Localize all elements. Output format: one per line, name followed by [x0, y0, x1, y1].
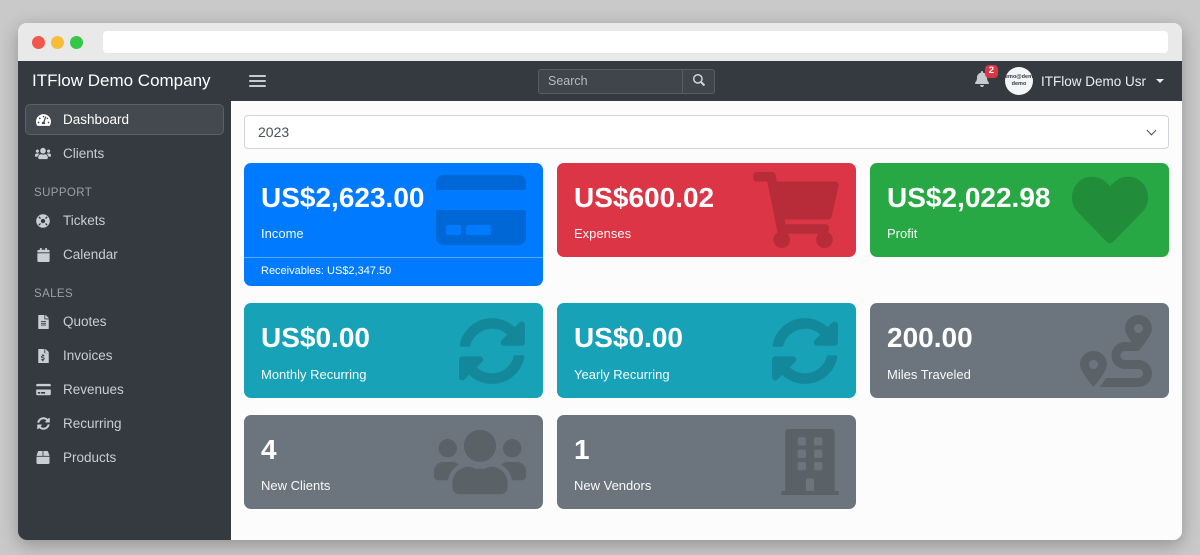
card-label: Yearly Recurring: [574, 366, 670, 382]
expenses-card[interactable]: US$600.02 Expenses: [557, 163, 856, 258]
card-label: Monthly Recurring: [261, 366, 367, 382]
search-icon: [692, 73, 705, 89]
dashboard-content: 2023 US$2,623.00 Income: [231, 101, 1182, 540]
chevron-down-icon: [1146, 125, 1157, 135]
card-value: US$600.02: [574, 182, 715, 213]
sidebar-item-tickets[interactable]: Tickets: [25, 205, 224, 236]
sidebar-item-label: Invoices: [63, 348, 113, 363]
users-icon: [434, 425, 526, 499]
main-column: 2 demo@demo demo ITFlow Demo Usr: [231, 61, 1182, 540]
browser-window: ITFlow Demo Company Dashboard Clients: [18, 23, 1182, 540]
new-vendors-card[interactable]: 1 New Vendors: [557, 414, 856, 510]
monthly-recurring-card[interactable]: US$0.00 Monthly Recurring: [244, 303, 543, 398]
card-value: 200.00: [887, 322, 973, 354]
card-value: US$2,022.98: [887, 182, 1051, 213]
avatar: demo@demo demo: [1002, 67, 1036, 95]
card-label: Income: [261, 226, 304, 242]
card-label: New Clients: [261, 478, 331, 494]
search-input[interactable]: [538, 68, 682, 94]
card-value: US$0.00: [261, 322, 370, 354]
card-label: Miles Traveled: [887, 366, 971, 382]
user-menu[interactable]: demo@demo demo ITFlow Demo Usr: [1002, 67, 1164, 95]
heart-icon: [1068, 172, 1152, 248]
browser-titlebar: [18, 23, 1182, 61]
new-clients-card[interactable]: 4 New Clients: [244, 414, 543, 510]
income-card[interactable]: US$2,623.00 Income Receivables: US$2,347…: [244, 163, 543, 287]
navbar-right: 2 demo@demo demo ITFlow Demo Usr: [974, 64, 1164, 95]
avatar-text: demo: [1011, 81, 1027, 87]
search-button[interactable]: [682, 68, 715, 94]
file-icon: [34, 314, 52, 329]
sidebar-item-calendar[interactable]: Calendar: [25, 239, 224, 270]
sidebar-item-label: Quotes: [63, 314, 107, 329]
year-select[interactable]: 2023: [244, 115, 1169, 149]
sidebar-item-invoices[interactable]: Invoices: [25, 340, 224, 371]
card-footer: Receivables: US$2,347.50: [244, 257, 543, 286]
year-select-value: 2023: [258, 124, 290, 140]
profit-card[interactable]: US$2,022.98 Profit: [870, 163, 1169, 258]
sidebar-item-dashboard[interactable]: Dashboard: [25, 104, 224, 135]
file-invoice-icon: [34, 348, 52, 363]
app-shell: ITFlow Demo Company Dashboard Clients: [18, 61, 1182, 540]
sidebar-toggle-button[interactable]: [249, 75, 266, 87]
notifications-button[interactable]: 2: [974, 64, 998, 92]
sidebar-nav: Dashboard Clients SUPPORT Tickets: [18, 101, 231, 479]
card-label: New Vendors: [574, 478, 652, 494]
card-value: US$0.00: [574, 322, 683, 354]
sidebar-item-revenues[interactable]: Revenues: [25, 374, 224, 405]
card-label: Profit: [887, 226, 918, 242]
user-name: ITFlow Demo Usr: [1040, 73, 1146, 89]
sidebar-item-label: Calendar: [63, 247, 118, 262]
chevron-down-icon: [1156, 79, 1164, 83]
window-close-button[interactable]: [32, 35, 45, 49]
search-form: [538, 68, 715, 94]
sync-icon: [34, 417, 52, 430]
sync-icon: [771, 317, 839, 385]
sidebar-item-label: Revenues: [63, 382, 124, 397]
sidebar-item-clients[interactable]: Clients: [25, 138, 224, 169]
life-ring-icon: [34, 213, 52, 228]
window-maximize-button[interactable]: [70, 35, 83, 49]
sidebar-item-label: Clients: [63, 146, 105, 161]
sidebar-item-products[interactable]: Products: [25, 442, 224, 473]
card-value: US$2,623.00: [261, 182, 425, 213]
sidebar-item-label: Products: [63, 450, 117, 465]
sidebar-section-support: SUPPORT: [34, 187, 93, 199]
app-brand[interactable]: ITFlow Demo Company: [32, 71, 211, 90]
calendar-icon: [34, 247, 52, 262]
top-navbar: 2 demo@demo demo ITFlow Demo Usr: [231, 61, 1182, 101]
tachometer-icon: [34, 113, 52, 127]
notification-badge: 2: [984, 64, 998, 78]
route-icon: [1080, 314, 1152, 387]
stat-card-grid: US$2,623.00 Income Receivables: US$2,347…: [244, 163, 1169, 510]
avatar-text: demo@demo: [1001, 73, 1037, 80]
sidebar-item-label: Tickets: [63, 213, 106, 228]
sidebar-item-recurring[interactable]: Recurring: [25, 408, 224, 439]
card-value: 4: [261, 433, 277, 465]
shopping-cart-icon: [753, 172, 839, 249]
credit-card-icon: [34, 383, 52, 396]
window-minimize-button[interactable]: [51, 35, 64, 49]
card-value: 1: [574, 433, 590, 465]
address-bar[interactable]: [103, 31, 1168, 53]
users-icon: [34, 147, 52, 160]
card-label: Expenses: [574, 226, 632, 242]
sidebar-item-quotes[interactable]: Quotes: [25, 306, 224, 337]
sidebar-item-label: Recurring: [63, 416, 122, 431]
sync-icon: [458, 317, 526, 385]
sidebar-section-sales: SALES: [34, 288, 74, 300]
miles-traveled-card[interactable]: 200.00 Miles Traveled: [870, 303, 1169, 398]
yearly-recurring-card[interactable]: US$0.00 Yearly Recurring: [557, 303, 856, 398]
box-icon: [34, 451, 52, 464]
sidebar: ITFlow Demo Company Dashboard Clients: [18, 61, 231, 540]
sidebar-item-label: Dashboard: [63, 112, 130, 127]
building-icon: [781, 428, 839, 495]
credit-card-icon: [436, 170, 526, 250]
